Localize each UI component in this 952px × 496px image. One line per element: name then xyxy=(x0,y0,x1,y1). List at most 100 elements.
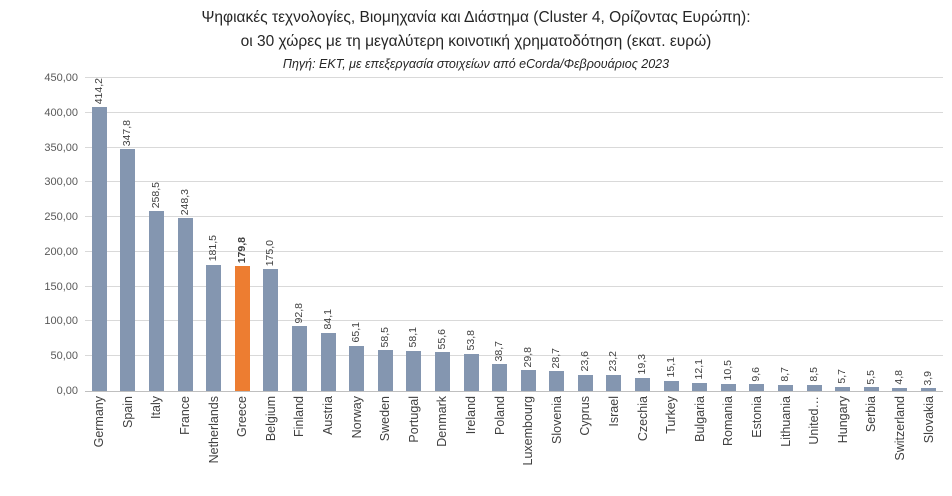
bar-cell: 175,0 xyxy=(257,78,286,391)
bar xyxy=(835,387,851,391)
bar-value-label: 58,1 xyxy=(407,327,420,348)
bar xyxy=(406,350,422,391)
bar-cell: 15,1 xyxy=(657,78,686,391)
x-label-cell: United… xyxy=(800,396,829,496)
y-tick-label: 450,00 xyxy=(44,72,78,84)
category-label: Netherlands xyxy=(206,396,221,464)
x-label-cell: Greece xyxy=(228,396,257,496)
category-label: Turkey xyxy=(664,396,679,434)
x-label-cell: Slovakia xyxy=(914,396,943,496)
x-label-cell: Netherlands xyxy=(199,396,228,496)
x-label-cell: Romania xyxy=(714,396,743,496)
bar-cell: 19,3 xyxy=(628,78,657,391)
bar-cell: 3,9 xyxy=(914,78,943,391)
bar-cell: 414,2 xyxy=(85,78,114,391)
bar xyxy=(120,149,136,391)
bar-value-label: 84,1 xyxy=(321,309,334,330)
bar-value-label: 347,8 xyxy=(121,119,134,147)
bar-value-label: 8,5 xyxy=(807,367,820,383)
plot-area: 414,2 347,8 258,5 248,3 181,5 179,8 175,0 92,8 8… xyxy=(85,77,943,392)
gridline xyxy=(85,181,943,183)
y-tick-label: 200,00 xyxy=(44,245,78,258)
bar-cell: 179,8 xyxy=(228,78,257,391)
x-label-cell: Germany xyxy=(85,396,114,496)
bar-value-label: 5,7 xyxy=(836,369,849,385)
bar-value-label: 92,8 xyxy=(292,303,305,324)
bar xyxy=(577,374,593,391)
bar xyxy=(349,345,365,391)
bar xyxy=(921,388,937,391)
x-label-cell: Luxembourg xyxy=(514,396,543,496)
bar-cell: 58,5 xyxy=(371,78,400,391)
category-label: Lithuania xyxy=(778,396,793,447)
x-label-cell: Spain xyxy=(114,396,143,496)
category-label: Poland xyxy=(492,396,507,435)
bar-cell: 29,8 xyxy=(514,78,543,391)
x-label-cell: Portugal xyxy=(400,396,429,496)
category-label: France xyxy=(178,396,193,435)
x-label-cell: Serbia xyxy=(857,396,886,496)
bar-value-label: 3,9 xyxy=(922,370,935,386)
gridline xyxy=(85,111,943,113)
bar xyxy=(434,352,450,391)
x-label-cell: Norway xyxy=(342,396,371,496)
bar-value-label: 23,6 xyxy=(578,351,591,372)
x-label-cell: Denmark xyxy=(428,396,457,496)
x-label-cell: Estonia xyxy=(743,396,772,496)
bar xyxy=(320,332,336,391)
bar xyxy=(663,380,679,391)
gridline xyxy=(85,77,943,78)
bar xyxy=(749,384,765,391)
bar xyxy=(520,370,536,391)
bar xyxy=(892,387,908,391)
bar xyxy=(377,350,393,391)
category-label: United… xyxy=(807,396,822,445)
category-label: Switzerland xyxy=(892,396,907,461)
x-label-cell: Cyprus xyxy=(571,396,600,496)
bars: 414,2 347,8 258,5 248,3 181,5 179,8 175,0 92,8 8… xyxy=(85,78,943,391)
x-label-cell: Bulgaria xyxy=(685,396,714,496)
category-label: Germany xyxy=(92,396,107,448)
bar xyxy=(720,383,736,391)
chart-source: Πηγή: ΕΚΤ, με επεξεργασία στοιχείων από … xyxy=(282,57,670,71)
x-label-cell: Israel xyxy=(600,396,629,496)
bar-value-label: 58,5 xyxy=(378,326,391,348)
bar xyxy=(206,264,222,391)
category-label: Austria xyxy=(321,396,336,435)
y-tick-label: 300,00 xyxy=(44,176,78,189)
bar-value-label: 258,5 xyxy=(149,181,162,209)
bar-value-label: 10,5 xyxy=(721,360,734,381)
bar-cell: 9,6 xyxy=(743,78,772,391)
bar-cell: 65,1 xyxy=(342,78,371,391)
category-label: Sweden xyxy=(378,396,393,442)
category-label: Slovenia xyxy=(549,396,564,444)
bar-cell: 23,6 xyxy=(571,78,600,391)
bar-value-label: 29,8 xyxy=(521,346,534,368)
category-label: Belgium xyxy=(263,396,278,442)
gridline xyxy=(85,250,943,252)
bar xyxy=(778,384,794,391)
category-label: Hungary xyxy=(835,396,850,444)
bar-cell: 38,7 xyxy=(485,78,514,391)
bar-value-label: 175,0 xyxy=(264,240,277,267)
bar xyxy=(692,382,708,391)
x-label-cell: Finland xyxy=(285,396,314,496)
category-label: Romania xyxy=(721,396,736,447)
bar-value-label: 23,2 xyxy=(607,351,620,372)
bar-value-label: 12,1 xyxy=(693,359,706,380)
y-tick-label: 400,00 xyxy=(44,106,78,119)
bar-value-label: 9,6 xyxy=(750,366,763,382)
bar-cell: 4,8 xyxy=(886,78,915,391)
bar-highlighted xyxy=(234,265,250,391)
category-label: Cyprus xyxy=(578,396,593,436)
x-label-cell: Turkey xyxy=(657,396,686,496)
x-label-cell: Slovenia xyxy=(543,396,572,496)
x-label-cell: Ireland xyxy=(457,396,486,496)
bar xyxy=(148,211,164,391)
bar-cell: 10,5 xyxy=(714,78,743,391)
bar-value-label: 55,6 xyxy=(435,328,448,350)
bar xyxy=(863,387,879,391)
gridline xyxy=(85,320,943,322)
category-label: Slovakia xyxy=(921,396,936,444)
bar-value-label: 414,2 xyxy=(92,78,105,105)
